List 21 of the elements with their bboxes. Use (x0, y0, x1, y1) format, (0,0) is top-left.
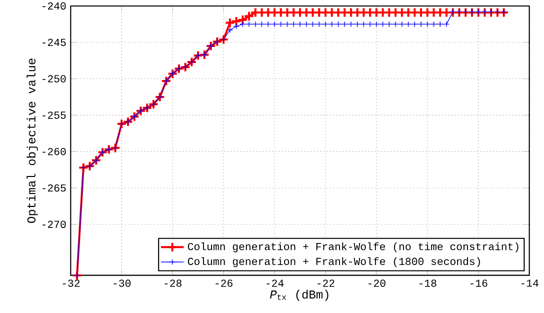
x-tick-label: -14 (521, 279, 538, 286)
x-tick-label: -22 (318, 279, 334, 287)
legend-label: Column generation + Frank-Wolfe (1800 seconds) (188, 257, 480, 268)
y-tick-label: -265 (42, 184, 66, 192)
y-tick-label: -260 (42, 148, 66, 156)
y-tick-label: -270 (42, 220, 66, 228)
y-tick-label: -255 (42, 111, 66, 119)
x-tick-label: -20 (368, 279, 386, 287)
x-tick-label: -24 (266, 279, 284, 287)
legend-label: Column generation + Frank-Wolfe (no time constraint) (188, 242, 518, 252)
x-tick-label: -18 (420, 279, 436, 287)
text: P$_{tx}$ (dBm) (270, 290, 328, 301)
y-tick-label: -240 (42, 2, 66, 10)
y-axis-title: Optimal objective value (26, 58, 38, 223)
x-tick-label: -26 (216, 279, 232, 287)
x-tick-label: -32 (62, 279, 80, 287)
x-tick-label: -30 (114, 279, 131, 287)
x-tick-label: -28 (164, 279, 182, 287)
x-tick-label: -16 (470, 279, 488, 287)
y-tick-label: -250 (42, 75, 66, 82)
y-tick-label: -245 (42, 38, 66, 46)
